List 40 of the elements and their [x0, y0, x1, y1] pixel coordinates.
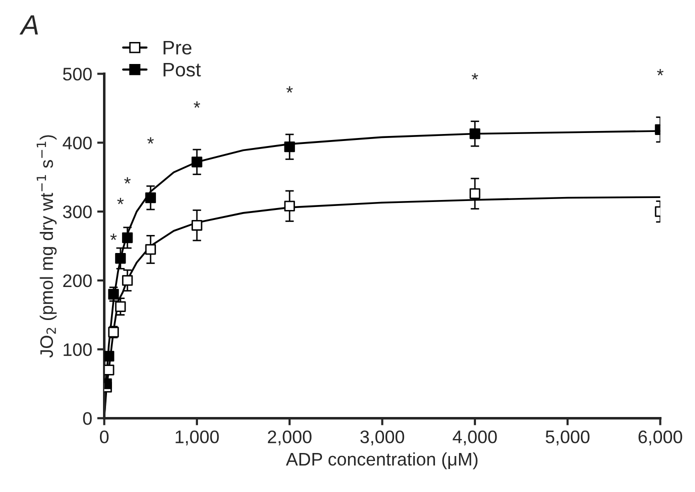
x-tick-label: 1,000: [176, 430, 219, 446]
y-tick-label: 300: [63, 205, 92, 218]
point: [104, 350, 114, 362]
legend-label: Post: [164, 62, 201, 77]
point: [122, 275, 133, 286]
annotation: *: [110, 234, 117, 240]
y-tick-label: 100: [64, 343, 92, 356]
point: [284, 141, 295, 152]
annotation: *: [124, 177, 131, 184]
y-tick-label: 500: [63, 68, 92, 81]
x-tick-label: 2,000: [268, 430, 312, 446]
x-tick-label: 6,000: [638, 430, 682, 446]
x-axis-title: ADP concentration (μM): [286, 452, 478, 470]
point: [470, 128, 480, 140]
y-tick-label: 200: [63, 274, 92, 288]
annotation: *: [117, 198, 124, 204]
point: [284, 200, 295, 212]
y-axis-title: JO$_{2}$ (pmol mg dry wt$^{−1}$ s$^{−1}$): [36, 135, 57, 358]
point: [104, 364, 114, 376]
annotation: *: [472, 73, 478, 80]
y-tick-label: 0: [83, 412, 92, 425]
point: [145, 192, 156, 204]
point: [470, 188, 480, 200]
legend-label: Pre: [164, 40, 192, 55]
point: [115, 301, 126, 312]
annotation: *: [286, 86, 293, 93]
point: [192, 220, 202, 231]
point: [192, 156, 202, 168]
annotation: *: [657, 69, 664, 76]
point: [122, 232, 133, 244]
x-tick-label: 4,000: [452, 430, 497, 446]
x-tick-label: 3,000: [360, 430, 404, 446]
y-tick-label: 400: [62, 136, 92, 150]
x-tick-label: 5,000: [546, 430, 590, 446]
annotation: *: [194, 101, 200, 108]
annotation: *: [147, 137, 154, 144]
text: A: [19, 15, 38, 34]
point: [145, 244, 156, 255]
point: [115, 253, 126, 264]
x-tick-label: 0: [100, 430, 109, 444]
